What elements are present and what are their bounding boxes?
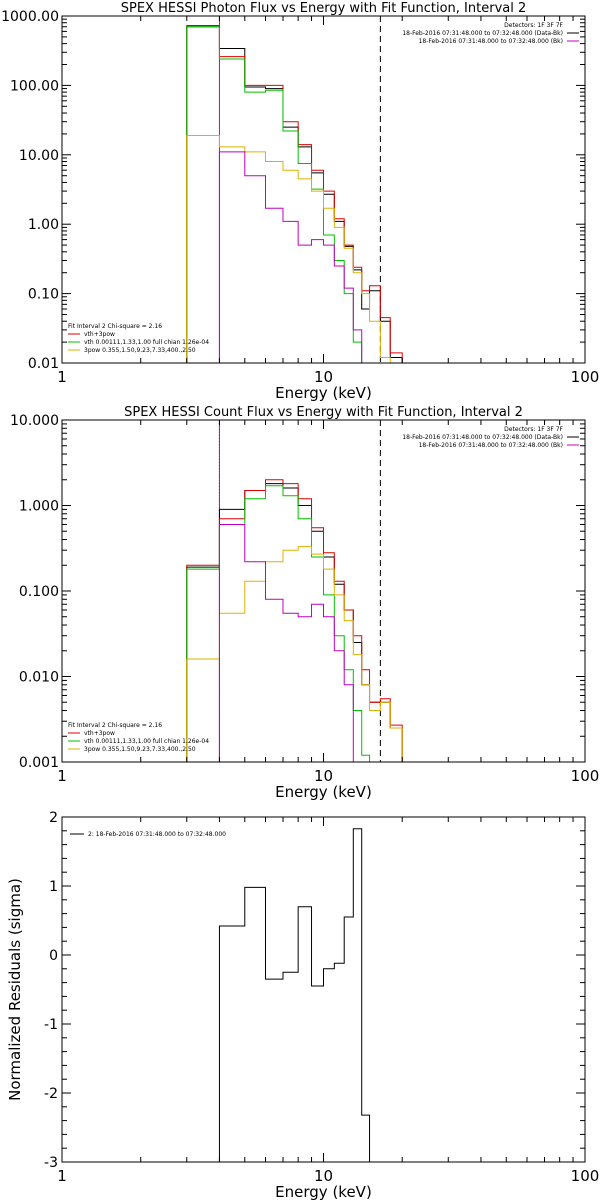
y-tick-label: 0.10 xyxy=(28,287,59,303)
legend-bottom-entry: Fit Interval 2 Chi-square = 2.16 xyxy=(68,722,162,729)
y-tick-label: -2 xyxy=(44,1086,58,1102)
legend-top-entry: 18-Feb-2016 07:31:48.000 to 07:32:48.000… xyxy=(402,30,563,37)
x-tick-label: 1 xyxy=(57,368,67,386)
legend-top-entry: Detectors: 1F 3F 7F xyxy=(504,426,563,433)
y-tick-label: 0 xyxy=(49,948,58,964)
y-tick-label: -1 xyxy=(44,1017,58,1033)
legend-bottom-entry: 3pow 0.355,1.50,9.23,7.33,400.,2.50 xyxy=(84,347,196,354)
legend-bottom-entry: vth 0.00111,1.33,1.00 full chian 1.26e-0… xyxy=(84,339,209,346)
chart-title: SPEX HESSI Photon Flux vs Energy with Fi… xyxy=(121,1,527,16)
x-tick-label: 100 xyxy=(571,368,600,386)
plot-area xyxy=(218,828,371,1162)
series-vth-3pow-line xyxy=(186,479,403,762)
legend-bottom-entry: vth 0.00111,1.33,1.00 full chian 1.26e-0… xyxy=(84,738,209,745)
y-tick-label: 0.001 xyxy=(19,755,59,771)
x-tick-label: 1 xyxy=(57,1167,67,1185)
plot-area xyxy=(186,16,403,363)
series-vth-line xyxy=(186,26,363,363)
x-tick-label: 10 xyxy=(314,767,333,785)
x-tick-label: 10 xyxy=(314,1167,333,1185)
series-3pow-line xyxy=(186,134,391,363)
y-tick-label: 0.010 xyxy=(19,670,59,686)
x-tick-label: 100 xyxy=(571,1167,600,1185)
x-tick-label: 10 xyxy=(314,368,333,386)
y-tick-label: 1 xyxy=(49,879,58,895)
chart-title: SPEX HESSI Count Flux vs Energy with Fit… xyxy=(124,405,523,420)
series-vth-line xyxy=(186,485,371,762)
x-axis-label: Energy (keV) xyxy=(275,1183,372,1200)
y-tick-label: 1.000 xyxy=(19,499,59,515)
legend-top-entry: 18-Feb-2016 07:31:48.000 to 07:32:48.000… xyxy=(419,38,563,45)
y-tick-label: 1000.00 xyxy=(1,9,59,25)
y-tick-label: 2 xyxy=(49,810,58,826)
legend-top-entry: Detectors: 1F 3F 7F xyxy=(504,22,563,29)
x-tick-label: 100 xyxy=(571,767,600,785)
y-tick-label: 1.00 xyxy=(28,217,59,233)
legend-bottom-entry: 3pow 0.355,1.50,9.23,7.33,400.,2.50 xyxy=(84,746,196,753)
y-tick-label: 10.00 xyxy=(19,148,59,164)
x-axis-label: Energy (keV) xyxy=(275,783,372,801)
legend-bottom-entry: vth+3pow xyxy=(84,331,115,338)
legend-entry: 2: 18-Feb-2016 07:31:48.000 to 07:32:48.… xyxy=(88,831,226,838)
series-data-bk-line xyxy=(186,26,403,363)
x-axis-label: Energy (keV) xyxy=(275,384,372,402)
y-tick-label: -3 xyxy=(44,1155,58,1171)
chart-panel-2: 1 10 100 0.001 0.010 0.100 1.000 10.000 SPEX HES… xyxy=(10,405,600,801)
series-bk-line xyxy=(218,151,363,363)
y-tick-label: 10.000 xyxy=(10,413,59,429)
chart-panel-1: 1 10 100 0.01 0.10 1.00 10.00 100.00 1000.00 SPEX… xyxy=(1,1,599,402)
series-2-18-feb-2016-07-31-48-000-to-07-32-48-000-line xyxy=(218,828,371,1162)
y-axis-label: Normalized Residuals (sigma) xyxy=(6,878,24,1101)
legend-bottom-entry: Fit Interval 2 Chi-square = 2.16 xyxy=(68,323,162,330)
legend-top-entry: 18-Feb-2016 07:31:48.000 to 07:32:48.000… xyxy=(402,434,563,441)
legend-bottom-entry: vth+3pow xyxy=(84,730,115,737)
y-tick-label: 0.01 xyxy=(28,356,59,372)
chart-panel-3: 1 10 100 -3 -2 -1 0 1 2 Energy (keV) Normalized Re… xyxy=(6,810,599,1200)
x-tick-label: 1 xyxy=(57,767,67,785)
plot-area xyxy=(186,420,403,762)
legend-top-entry: 18-Feb-2016 07:31:48.000 to 07:32:48.000… xyxy=(419,442,563,449)
y-tick-label: 100.00 xyxy=(10,78,59,94)
y-tick-label: 0.100 xyxy=(19,584,59,600)
series-3pow-line xyxy=(186,546,403,762)
series-bk-line xyxy=(218,523,354,762)
